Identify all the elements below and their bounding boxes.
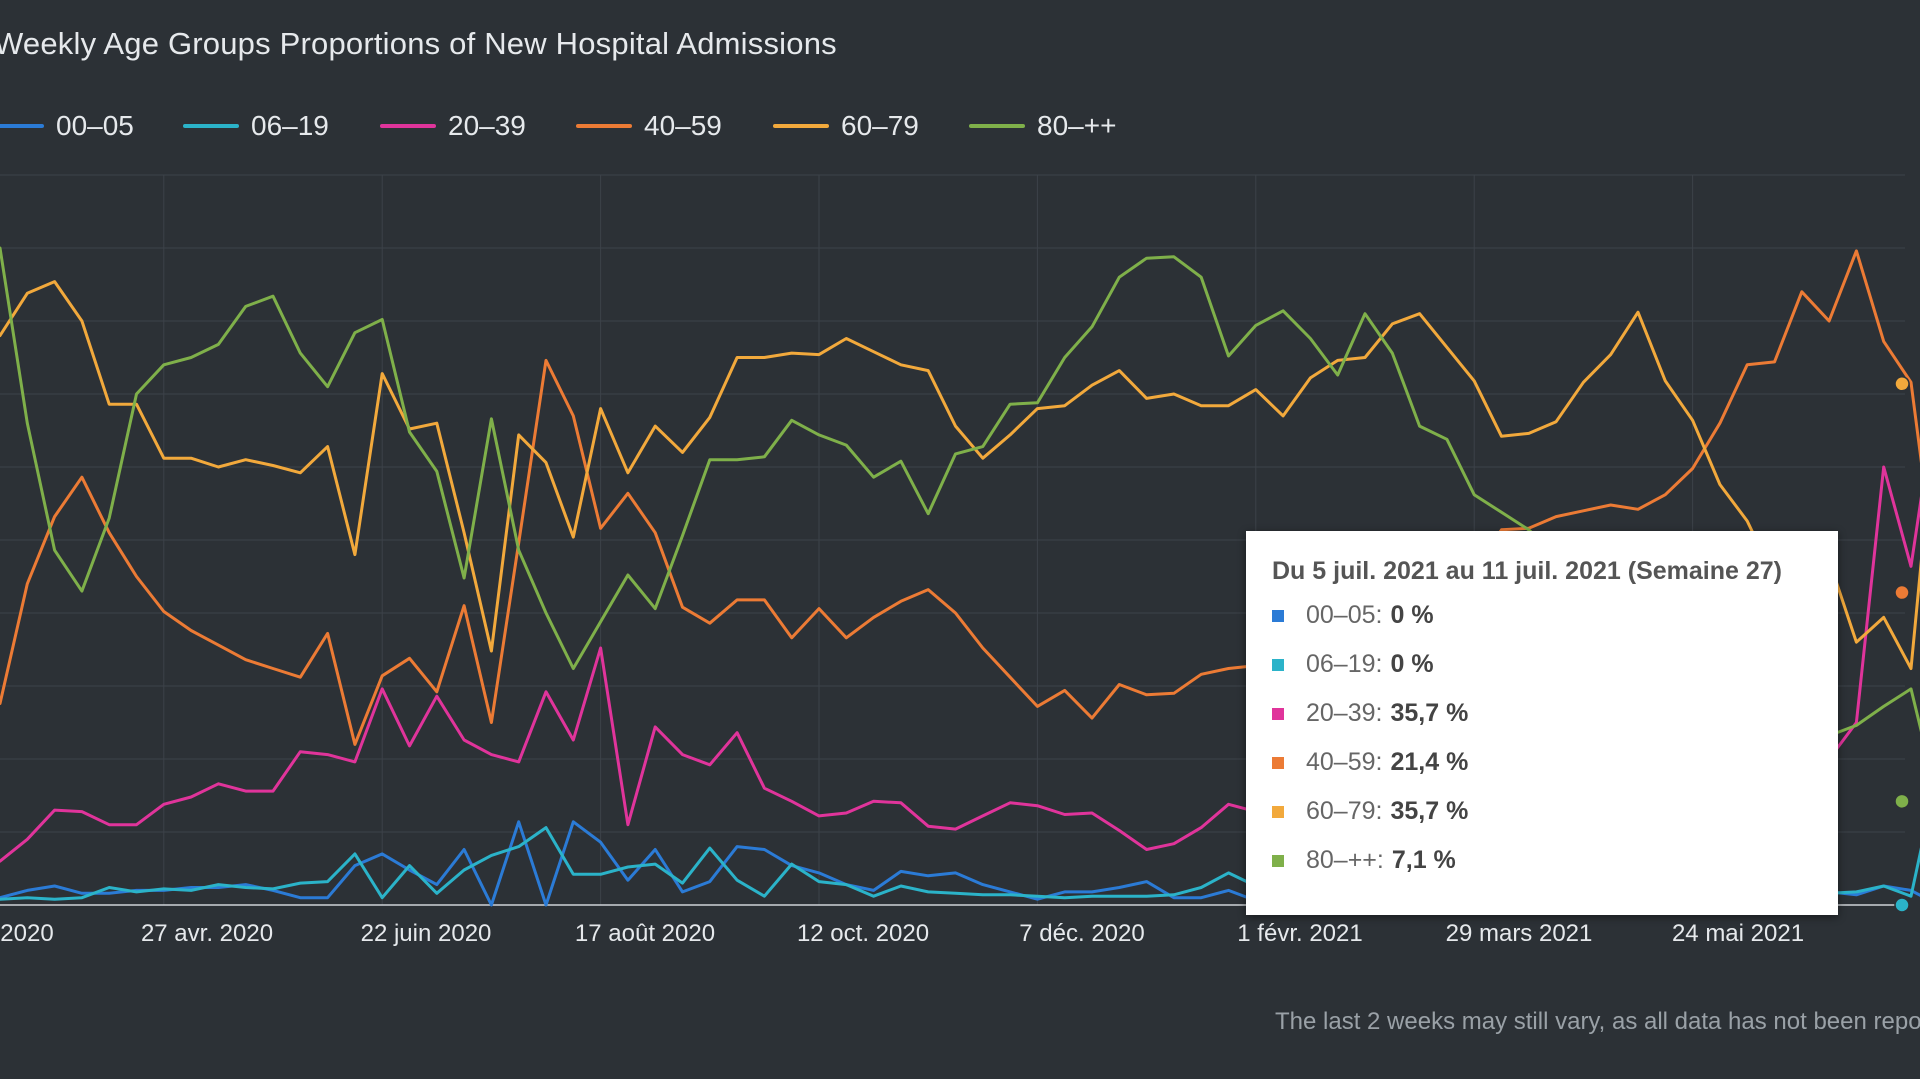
- series-line-60–79[interactable]: [0, 280, 1920, 670]
- x-tick-label: 1 févr. 2021: [1237, 920, 1362, 947]
- tooltip-swatch: [1272, 805, 1284, 818]
- tooltip-swatch: [1272, 756, 1284, 769]
- hover-marker-60–79[interactable]: [1894, 376, 1910, 392]
- x-tick-label: 27 avr. 2020: [141, 920, 273, 947]
- tooltip-swatch: [1272, 609, 1284, 622]
- chart-title: Weekly Age Groups Proportions of New Hos…: [0, 26, 837, 61]
- x-tick-label: 2020: [0, 920, 53, 947]
- x-tick-label: 7 déc. 2020: [1019, 920, 1144, 947]
- footnote: The last 2 weeks may still vary, as all …: [1275, 1008, 1920, 1035]
- chart-tooltip: Du 5 juil. 2021 au 11 juil. 2021 (Semain…: [1246, 531, 1838, 915]
- hover-marker-80–++[interactable]: [1894, 793, 1910, 810]
- tooltip-series-name: 60–79:: [1306, 797, 1383, 825]
- legend-swatch: [380, 124, 436, 128]
- hover-marker-06–19[interactable]: [1894, 897, 1910, 913]
- tooltip-series-name: 20–39:: [1306, 699, 1383, 727]
- legend-swatch: [183, 124, 239, 128]
- legend-swatch: [0, 124, 44, 128]
- x-tick-label: 12 oct. 2020: [797, 920, 929, 947]
- tooltip-row: 06–19: 0 %: [1272, 650, 1434, 679]
- hover-marker-40–59[interactable]: [1894, 584, 1910, 601]
- legend-item-20–39[interactable]: 20–39: [380, 110, 526, 142]
- legend-item-06–19[interactable]: 06–19: [183, 110, 329, 142]
- tooltip-row: 20–39: 35,7 %: [1272, 699, 1468, 728]
- x-tick-label: 22 juin 2020: [361, 920, 492, 947]
- legend-item-00–05[interactable]: 00–05: [0, 110, 134, 142]
- legend-item-40–59[interactable]: 40–59: [576, 110, 722, 142]
- tooltip-row: 80–++: 7,1 %: [1272, 846, 1456, 875]
- legend-swatch: [773, 124, 829, 128]
- series-line-40–59[interactable]: [0, 249, 1920, 746]
- tooltip-series-name: 40–59:: [1306, 748, 1383, 776]
- x-tick-label: 17 août 2020: [575, 920, 715, 947]
- legend-label: 06–19: [251, 110, 329, 141]
- tooltip-series-value: 7,1 %: [1391, 846, 1456, 874]
- tooltip-series-value: 35,7 %: [1390, 699, 1469, 727]
- tooltip-swatch: [1272, 707, 1284, 720]
- tooltip-swatch: [1272, 658, 1284, 671]
- tooltip-series-value: 35,7 %: [1390, 797, 1469, 825]
- x-tick-label: 29 mars 2021: [1446, 920, 1593, 947]
- tooltip-series-value: 0 %: [1390, 650, 1434, 678]
- tooltip-row: 40–59: 21,4 %: [1272, 748, 1468, 777]
- tooltip-header: Du 5 juil. 2021 au 11 juil. 2021 (Semain…: [1272, 557, 1782, 585]
- legend-label: 20–39: [448, 110, 526, 141]
- legend-swatch: [576, 124, 632, 128]
- tooltip-series-value: 21,4 %: [1390, 748, 1469, 776]
- tooltip-swatch: [1272, 854, 1284, 867]
- tooltip-series-name: 06–19:: [1306, 650, 1383, 678]
- legend-label: 80–++: [1037, 110, 1117, 141]
- x-tick-label: 24 mai 2021: [1672, 920, 1804, 947]
- tooltip-row: 00–05: 0 %: [1272, 601, 1434, 630]
- legend-item-80–++[interactable]: 80–++: [969, 110, 1116, 142]
- legend-swatch: [969, 124, 1025, 128]
- legend-label: 00–05: [56, 110, 134, 141]
- tooltip-row: 60–79: 35,7 %: [1272, 797, 1468, 826]
- tooltip-series-value: 0 %: [1390, 601, 1434, 629]
- tooltip-series-name: 80–++:: [1306, 846, 1384, 874]
- legend-label: 40–59: [644, 110, 722, 141]
- legend-label: 60–79: [841, 110, 919, 141]
- legend-item-60–79[interactable]: 60–79: [773, 110, 919, 142]
- tooltip-series-name: 00–05:: [1306, 601, 1383, 629]
